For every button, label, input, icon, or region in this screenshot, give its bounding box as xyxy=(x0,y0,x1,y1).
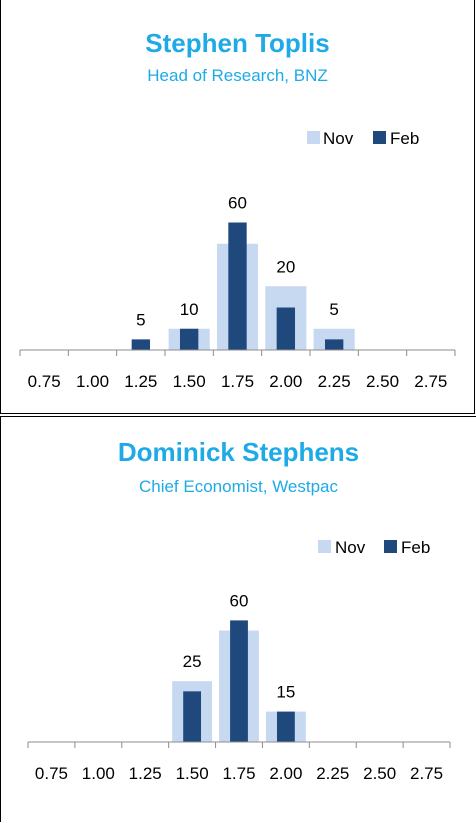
bar-chart-stephens: 0.75 1.00 1.25 1.50 1.75 2.00 2.25 2.50 2.75 25 60… xyxy=(27,538,451,783)
bar-chart-toplis: 0.75 1.00 1.25 1.50 1.75 2.00 2.25 2.50 2.75 5 10 6… xyxy=(19,129,456,391)
legend-label-feb: Feb xyxy=(401,538,430,557)
data-label: 60 xyxy=(228,194,247,213)
bar-feb xyxy=(276,711,295,742)
x-tick-label: 2.75 xyxy=(410,764,443,783)
x-tick-label: 0.75 xyxy=(28,372,61,391)
legend-label-feb: Feb xyxy=(390,129,419,148)
data-label: 20 xyxy=(276,257,295,276)
x-tick-label: 2.75 xyxy=(414,372,447,391)
bar-feb xyxy=(179,328,199,350)
legend-swatch-nov xyxy=(307,131,320,144)
bar-feb xyxy=(228,222,247,350)
chart-panel-stephens: Dominick Stephens Chief Economist, Westp… xyxy=(0,416,476,822)
chart-subtitle: Chief Economist, Westpac xyxy=(138,477,339,496)
x-tick-label: 1.50 xyxy=(176,764,209,783)
bar-feb xyxy=(324,339,344,350)
legend-swatch-nov xyxy=(318,540,331,553)
data-label: 5 xyxy=(329,300,338,319)
x-tick-label: 1.00 xyxy=(76,372,109,391)
x-tick-label: 1.25 xyxy=(129,764,162,783)
bar-feb xyxy=(276,307,296,350)
legend-swatch-feb xyxy=(373,131,386,144)
x-tick-label: 0.75 xyxy=(35,764,68,783)
chart-panel-toplis: Stephen Toplis Head of Research, BNZ 0.7… xyxy=(0,0,475,414)
x-tick-label: 1.75 xyxy=(222,764,255,783)
legend-swatch-feb xyxy=(384,540,397,553)
data-label: 5 xyxy=(136,310,145,329)
x-tick-label: 2.00 xyxy=(269,372,302,391)
x-tick-label: 1.25 xyxy=(124,372,157,391)
legend-label-nov: Nov xyxy=(323,129,354,148)
data-label: 25 xyxy=(183,652,202,671)
chart-subtitle: Head of Research, BNZ xyxy=(147,66,328,85)
x-tick-label: 1.50 xyxy=(173,372,206,391)
x-tick-label: 2.25 xyxy=(316,764,349,783)
chart-title: Dominick Stephens xyxy=(117,437,360,467)
legend-label-nov: Nov xyxy=(335,538,366,557)
bar-feb xyxy=(131,339,151,350)
data-label: 15 xyxy=(276,683,295,702)
x-tick-label: 2.50 xyxy=(363,764,396,783)
x-tick-label: 2.00 xyxy=(269,764,302,783)
x-tick-label: 1.75 xyxy=(221,372,254,391)
x-tick-label: 2.50 xyxy=(366,372,399,391)
bar-feb xyxy=(183,691,202,742)
chart-title: Stephen Toplis xyxy=(145,28,330,58)
bar-feb xyxy=(230,620,248,742)
x-tick-label: 1.00 xyxy=(82,764,115,783)
x-tick-label: 2.25 xyxy=(318,372,351,391)
data-label: 10 xyxy=(180,300,199,319)
data-label: 60 xyxy=(230,591,249,610)
